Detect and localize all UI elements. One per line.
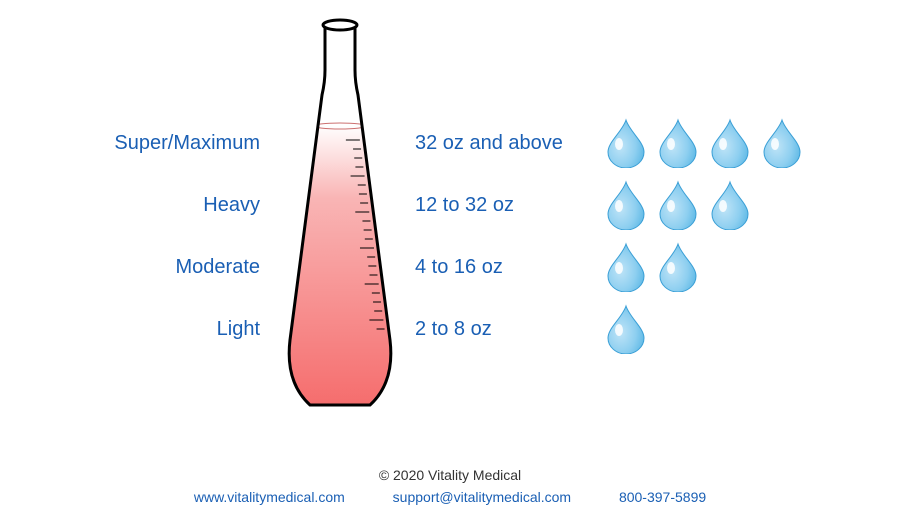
drop-row-3 <box>606 180 750 230</box>
amount-light: 2 to 8 oz <box>415 318 492 341</box>
water-drop-icon <box>658 180 698 230</box>
drop-row-1 <box>606 304 646 354</box>
amount-heavy: 12 to 32 oz <box>415 194 514 217</box>
water-drop-icon <box>762 118 802 168</box>
label-moderate: Moderate <box>0 256 260 279</box>
drop-row-2 <box>606 242 698 292</box>
water-drop-icon <box>606 118 646 168</box>
label-light: Light <box>0 318 260 341</box>
label-super-maximum: Super/Maximum <box>0 132 260 155</box>
footer-email: support@vitalitymedical.com <box>393 489 571 505</box>
water-drop-icon <box>606 180 646 230</box>
drop-row-4 <box>606 118 802 168</box>
water-drop-icon <box>710 118 750 168</box>
water-drop-icon <box>606 242 646 292</box>
footer-phone: 800-397-5899 <box>619 489 706 505</box>
amount-moderate: 4 to 16 oz <box>415 256 503 279</box>
water-drop-icon <box>710 180 750 230</box>
water-drop-icon <box>658 118 698 168</box>
water-drop-icon <box>658 242 698 292</box>
water-drop-icon <box>606 304 646 354</box>
amount-super-maximum: 32 oz and above <box>415 132 563 155</box>
label-heavy: Heavy <box>0 194 260 217</box>
flask-graphic <box>270 10 410 430</box>
footer: © 2020 Vitality Medical www.vitalitymedi… <box>0 467 900 505</box>
footer-website: www.vitalitymedical.com <box>194 489 345 505</box>
footer-copyright: © 2020 Vitality Medical <box>0 467 900 483</box>
